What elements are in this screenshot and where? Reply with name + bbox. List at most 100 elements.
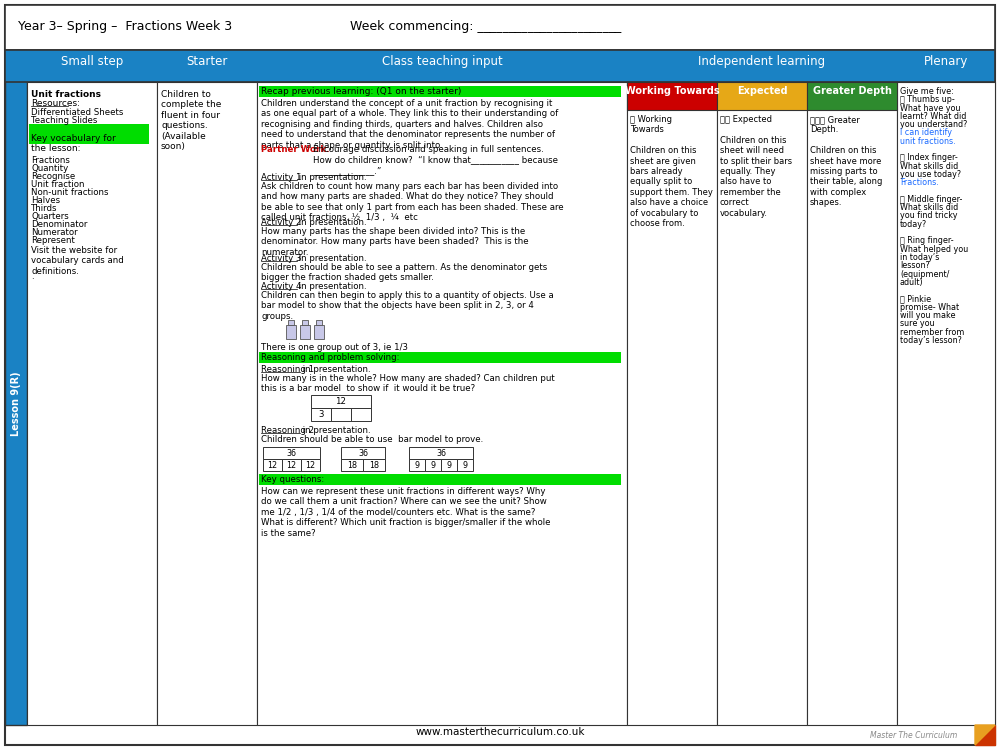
Text: ⭐ Working
Towards

Children on this
sheet are given
bars already
equally split t: ⭐ Working Towards Children on this sheet… bbox=[630, 115, 713, 228]
Text: Children understand the concept of a unit fraction by recognising it
as one equa: Children understand the concept of a uni… bbox=[261, 99, 558, 149]
Text: in presentation.: in presentation. bbox=[296, 173, 367, 182]
Text: 🤚 Middle finger-: 🤚 Middle finger- bbox=[900, 195, 962, 204]
Text: 36: 36 bbox=[358, 448, 368, 458]
Text: ⭐⭐ Expected

Children on this
sheet will need
to split their bars
equally. They
: ⭐⭐ Expected Children on this sheet will … bbox=[720, 115, 792, 218]
Text: Starter: Starter bbox=[186, 55, 228, 68]
Bar bbox=[351, 408, 371, 421]
Text: Partner Work.: Partner Work. bbox=[261, 145, 330, 154]
Text: Ask children to count how many pars each bar has been divided into
and how many : Ask children to count how many pars each… bbox=[261, 182, 564, 222]
Bar bbox=[5, 5, 995, 50]
Text: 🤚 Index finger-: 🤚 Index finger- bbox=[900, 154, 958, 163]
Text: Fractions: Fractions bbox=[31, 156, 70, 165]
Text: remember from: remember from bbox=[900, 328, 964, 337]
Text: How many is in the whole? How many are shaded? Can children put
this is a bar mo: How many is in the whole? How many are s… bbox=[261, 374, 555, 394]
Text: Visit the website for
vocabulary cards and
definitions.: Visit the website for vocabulary cards a… bbox=[31, 246, 124, 276]
Text: 36: 36 bbox=[287, 448, 296, 458]
Text: in today’s: in today’s bbox=[900, 253, 939, 262]
Bar bbox=[263, 447, 320, 459]
Text: learnt? What did: learnt? What did bbox=[900, 112, 966, 121]
Bar bbox=[300, 325, 310, 339]
Text: 18: 18 bbox=[347, 460, 357, 470]
Text: What skills did: What skills did bbox=[900, 203, 958, 212]
Text: www.masterthecurriculum.co.uk: www.masterthecurriculum.co.uk bbox=[415, 727, 585, 737]
Bar bbox=[409, 447, 473, 459]
Text: you find tricky: you find tricky bbox=[900, 211, 958, 220]
Bar bbox=[316, 320, 322, 325]
Bar bbox=[288, 320, 294, 325]
Text: you use today?: you use today? bbox=[900, 170, 961, 179]
Text: How many parts has the shape been divided into? This is the
denominator. How man: How many parts has the shape been divide… bbox=[261, 227, 529, 256]
Text: Children to
complete the
fluent in four
questions.
(Available
soon): Children to complete the fluent in four … bbox=[161, 90, 221, 151]
Text: Small step: Small step bbox=[61, 55, 123, 68]
Text: today’s lesson?: today’s lesson? bbox=[900, 336, 962, 345]
Bar bbox=[257, 82, 627, 725]
Text: 18: 18 bbox=[369, 460, 379, 470]
Text: 🤚 Pinkie: 🤚 Pinkie bbox=[900, 295, 931, 304]
Text: 🤚 Thumbs up-: 🤚 Thumbs up- bbox=[900, 95, 955, 104]
Text: Fractions.: Fractions. bbox=[900, 178, 939, 188]
Text: Activity 1: Activity 1 bbox=[261, 173, 302, 182]
Bar bbox=[311, 408, 331, 421]
Text: I can identify: I can identify bbox=[900, 128, 952, 137]
Text: Key questions:: Key questions: bbox=[261, 475, 324, 484]
Polygon shape bbox=[975, 725, 995, 745]
Text: Working Towards: Working Towards bbox=[625, 86, 719, 96]
Bar bbox=[341, 447, 385, 459]
Text: Quantity: Quantity bbox=[31, 164, 68, 173]
Text: today?: today? bbox=[900, 220, 927, 229]
Bar bbox=[286, 325, 296, 339]
Text: 9: 9 bbox=[462, 460, 468, 470]
Text: Reasoning and problem solving:: Reasoning and problem solving: bbox=[261, 353, 400, 362]
Text: Greater Depth: Greater Depth bbox=[813, 86, 891, 96]
Text: adult): adult) bbox=[900, 278, 924, 287]
Text: Master The Curriculum: Master The Curriculum bbox=[870, 731, 957, 740]
Bar bbox=[457, 459, 473, 471]
Bar bbox=[301, 459, 320, 471]
Text: Recap previous learning: (Q1 on the starter): Recap previous learning: (Q1 on the star… bbox=[261, 87, 461, 96]
Bar bbox=[27, 82, 157, 725]
Bar bbox=[5, 50, 27, 725]
Text: What have you: What have you bbox=[900, 104, 960, 112]
Text: Independent learning: Independent learning bbox=[698, 55, 826, 68]
Text: There is one group out of 3, ie 1/3: There is one group out of 3, ie 1/3 bbox=[261, 343, 408, 352]
Text: .: . bbox=[31, 272, 34, 281]
Text: in presentation.: in presentation. bbox=[300, 365, 371, 374]
Text: in presentation.: in presentation. bbox=[296, 254, 367, 263]
Text: Children should be able to use  bar model to prove.: Children should be able to use bar model… bbox=[261, 435, 483, 444]
Text: in presentation.: in presentation. bbox=[300, 426, 371, 435]
Bar bbox=[314, 325, 324, 339]
Bar bbox=[259, 352, 621, 363]
Text: ⭐⭐⭐ Greater
Depth.

Children on this
sheet have more
missing parts to
their tabl: ⭐⭐⭐ Greater Depth. Children on this shee… bbox=[810, 115, 882, 207]
Text: you understand?: you understand? bbox=[900, 120, 967, 129]
Text: Lesson 9(R): Lesson 9(R) bbox=[11, 371, 21, 436]
Bar bbox=[259, 474, 621, 485]
Text: Activity 3: Activity 3 bbox=[261, 254, 302, 263]
Text: What skills did: What skills did bbox=[900, 162, 958, 171]
Bar bbox=[282, 459, 301, 471]
Text: 12: 12 bbox=[286, 460, 297, 470]
Text: 12: 12 bbox=[305, 460, 316, 470]
Text: Numerator: Numerator bbox=[31, 228, 78, 237]
Polygon shape bbox=[975, 725, 995, 745]
Text: Key vocabulary for
the lesson:: Key vocabulary for the lesson: bbox=[31, 134, 116, 154]
Text: Activity 4: Activity 4 bbox=[261, 282, 302, 291]
Text: 9: 9 bbox=[414, 460, 420, 470]
Text: Thirds: Thirds bbox=[31, 204, 58, 213]
Text: 3: 3 bbox=[318, 410, 324, 419]
Bar bbox=[311, 395, 371, 408]
Text: Non-unit fractions: Non-unit fractions bbox=[31, 188, 108, 197]
Text: will you make: will you make bbox=[900, 311, 956, 320]
Bar bbox=[717, 82, 807, 725]
Bar bbox=[157, 82, 257, 725]
Text: 36: 36 bbox=[436, 448, 446, 458]
Text: 12: 12 bbox=[267, 460, 278, 470]
Text: in presentation.: in presentation. bbox=[296, 218, 367, 227]
Text: 🤚 Ring finger-: 🤚 Ring finger- bbox=[900, 236, 954, 245]
Text: How can we represent these unit fractions in different ways? Why
do we call them: How can we represent these unit fraction… bbox=[261, 487, 550, 538]
Bar bbox=[302, 320, 308, 325]
Text: 9: 9 bbox=[446, 460, 452, 470]
Text: 12: 12 bbox=[336, 397, 347, 406]
Text: Class teaching input: Class teaching input bbox=[382, 55, 502, 68]
Text: Denominator: Denominator bbox=[31, 220, 87, 229]
Text: Children can then begin to apply this to a quantity of objects. Use a
bar model : Children can then begin to apply this to… bbox=[261, 291, 554, 321]
